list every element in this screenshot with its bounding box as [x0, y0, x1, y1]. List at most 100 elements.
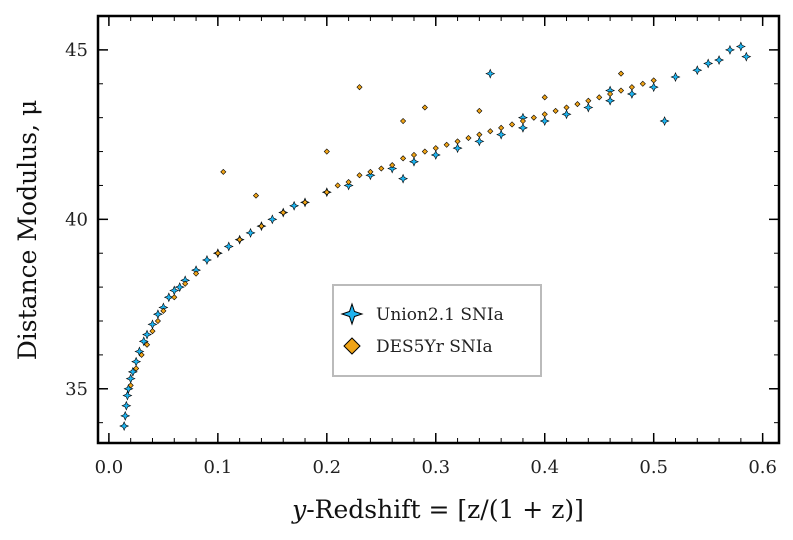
des-point — [127, 382, 134, 389]
union-point — [561, 109, 572, 120]
union-point — [398, 173, 409, 184]
union-point — [496, 129, 507, 140]
des-point — [138, 351, 145, 358]
union-point — [714, 55, 725, 66]
union-point — [174, 282, 185, 293]
des-point — [345, 179, 352, 186]
des-point — [144, 341, 151, 348]
union-point — [452, 143, 463, 154]
des-point — [356, 84, 363, 91]
x-tick-label: 0.2 — [312, 457, 341, 478]
axis-ticks: 0.0 0.1 0.2 0.3 0.4 0.5 0.6 35 40 45 — [65, 16, 779, 478]
union-point — [127, 366, 138, 377]
union-point — [517, 122, 528, 133]
des-point — [454, 138, 461, 145]
union-point — [138, 336, 149, 347]
des-point — [574, 101, 581, 108]
des-point — [639, 80, 646, 87]
union-point — [539, 116, 550, 127]
des-point — [563, 104, 570, 111]
des-point — [378, 165, 385, 172]
des-point — [650, 77, 657, 84]
des-point — [443, 141, 450, 148]
des-point — [541, 111, 548, 118]
des-point — [182, 280, 189, 287]
y-tick-label: 35 — [65, 379, 88, 400]
des-point — [552, 107, 559, 114]
x-tick-label: 0.0 — [95, 457, 124, 478]
des-point — [432, 145, 439, 152]
union-point — [605, 95, 616, 106]
des-point — [323, 189, 330, 196]
x-axis-label-rest: -Redshift = [z/(1 + z)] — [306, 495, 584, 524]
des-point — [410, 151, 418, 158]
des-point — [585, 97, 592, 104]
des-point — [252, 192, 260, 199]
union-point — [343, 180, 354, 191]
des-point — [193, 270, 200, 277]
des-point — [280, 209, 287, 216]
x-tick-label: 0.3 — [421, 457, 450, 478]
des-point — [596, 94, 603, 101]
union-point — [267, 214, 278, 225]
union-point — [583, 102, 594, 113]
legend-des-label: DES5Yr SNIa — [376, 337, 493, 357]
union-point — [120, 410, 131, 421]
union-point — [409, 156, 419, 167]
des-point — [356, 172, 363, 179]
y-axis-label: Distance Modulus, μ — [13, 100, 42, 361]
des-point — [617, 70, 625, 77]
plot-frame — [96, 14, 781, 445]
union-point — [670, 72, 681, 82]
des-point — [421, 104, 428, 111]
union-point — [430, 149, 441, 160]
union-point — [163, 292, 174, 303]
union-point — [725, 44, 735, 55]
des-point — [519, 118, 526, 125]
des-point — [509, 121, 516, 128]
union-point — [119, 421, 130, 432]
des-point — [160, 307, 167, 314]
x-tick-label: 0.5 — [639, 457, 668, 478]
des-point — [154, 317, 161, 325]
union-point — [122, 390, 133, 401]
legend-union-label: Union2.1 SNIa — [376, 305, 504, 325]
union-point — [121, 400, 132, 411]
union-point — [741, 51, 752, 62]
union-point — [387, 163, 398, 174]
union-point — [485, 68, 496, 79]
legend-box — [332, 284, 542, 377]
des-point — [149, 328, 156, 335]
union-point — [735, 41, 746, 52]
des-point — [487, 128, 494, 135]
union-point — [659, 116, 670, 127]
y-tick-label: 40 — [65, 209, 88, 230]
des-point — [220, 168, 227, 175]
des-point — [628, 84, 635, 91]
des-point — [323, 148, 330, 155]
des-point — [498, 124, 505, 131]
x-tick-label: 0.4 — [530, 457, 559, 478]
des-point — [258, 223, 265, 230]
des-point — [617, 87, 625, 94]
x-tick-label: 0.6 — [748, 457, 777, 478]
legend: Union2.1 SNIa DES5Yr SNIa — [332, 284, 542, 377]
des-point — [389, 162, 396, 169]
union-point — [223, 241, 234, 252]
des-point — [236, 236, 243, 243]
des-point — [465, 134, 472, 142]
y-tick-label: 45 — [65, 40, 88, 61]
union-point — [703, 58, 714, 69]
x-axis-label: y-Redshift = [z/(1 + z)] — [291, 495, 584, 524]
union-point — [648, 82, 659, 93]
x-tick-label: 0.1 — [204, 457, 233, 478]
union-point — [245, 227, 256, 238]
des-point — [334, 182, 341, 189]
des-point — [476, 107, 483, 114]
union-point — [626, 88, 637, 99]
union-point — [201, 255, 212, 265]
des-point — [214, 250, 221, 257]
union-point — [142, 329, 152, 340]
union-point — [131, 356, 142, 367]
